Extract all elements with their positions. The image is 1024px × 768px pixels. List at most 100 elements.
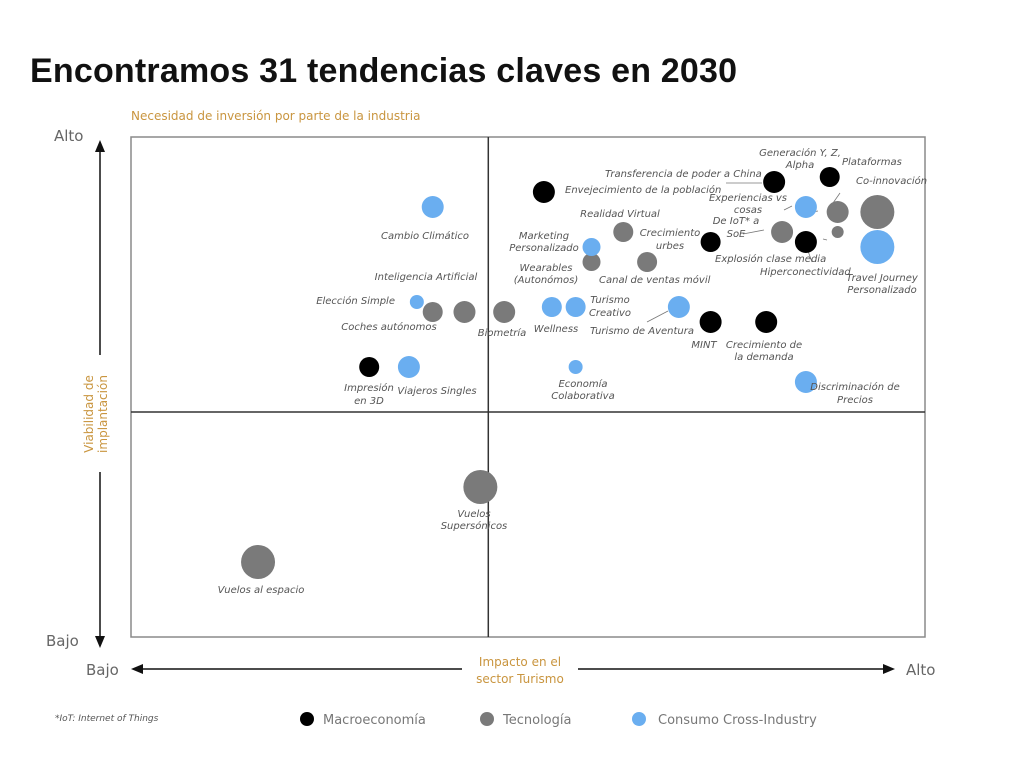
point-macroeconom-a-1 — [763, 171, 786, 193]
label-41: Vuelos — [457, 509, 490, 520]
label-0: Envejecimiento de la población — [565, 184, 721, 196]
point-tecnolog-a-3 — [831, 226, 844, 238]
point-tecnolog-a-5 — [582, 253, 601, 271]
label-30: Turismo de Aventura — [590, 326, 694, 337]
label-24: Elección Simple — [316, 295, 395, 307]
legend: Macroeconomía Tecnología Consumo Cross-Ind… — [55, 712, 817, 728]
label-7: cosas — [734, 205, 762, 216]
label-19: Wearables — [520, 263, 573, 274]
label-40: Precios — [837, 395, 873, 406]
point-consumo-cross-industry-3 — [582, 238, 601, 256]
label-31: MINT — [691, 340, 717, 351]
label-6: Experiencias vs — [709, 193, 787, 204]
plot-border — [130, 136, 926, 638]
y-axis-low-label: Bajo — [46, 632, 79, 650]
leader-line-2 — [742, 229, 765, 235]
point-tecnolog-a-1 — [826, 201, 849, 223]
point-macroeconom-a-3 — [700, 232, 721, 252]
point-tecnolog-a-4 — [613, 222, 634, 242]
label-43: Vuelos al espacio — [218, 585, 305, 596]
label-33: la demanda — [734, 352, 793, 363]
label-15: Crecimiento — [640, 228, 701, 239]
label-5: Co-innovación — [856, 175, 927, 187]
legend-swatch-1 — [480, 712, 494, 726]
label-23: Inteligencia Artificial — [375, 272, 478, 283]
x-axis-arrowhead-left — [131, 664, 143, 674]
point-macroeconom-a-5 — [699, 311, 722, 333]
label-36: Viajeros Singles — [397, 386, 476, 397]
label-2: Generación Y, Z, — [759, 147, 841, 159]
label-29: Creativo — [589, 308, 631, 319]
x-axis-title-line1: Impacto en el — [479, 655, 561, 669]
label-4: Plataformas — [842, 157, 902, 168]
point-macroeconom-a-4 — [794, 231, 817, 253]
label-21: Canal de ventas móvil — [599, 274, 711, 286]
point-tecnolog-a-7 — [422, 302, 443, 322]
point-consumo-cross-industry-1 — [860, 230, 895, 264]
point-macroeconom-a-7 — [359, 357, 380, 377]
slide-title: Encontramos 31 tendencias claves en 2030 — [30, 52, 738, 90]
point-tecnolog-a-6 — [637, 252, 658, 272]
label-27: Wellness — [534, 324, 579, 335]
label-12: Travel Journey — [846, 273, 919, 284]
point-consumo-cross-industry-10 — [794, 371, 817, 393]
point-tecnolog-a-8 — [453, 301, 476, 323]
label-3: Alpha — [785, 160, 814, 171]
footnote: *IoT: Internet of Things — [55, 714, 159, 724]
label-39: Discriminación de — [810, 381, 899, 393]
label-11: Hiperconectividad — [760, 267, 851, 278]
x-axis-low-label: Bajo — [86, 661, 119, 679]
label-38: Colaborativa — [551, 391, 614, 402]
leader-line-4 — [832, 192, 841, 204]
label-20: (Autonómos) — [514, 274, 579, 286]
y-axis-side-title-line1: Viabilidad de — [82, 375, 96, 453]
y-axis-side-title-line2: implantación — [96, 375, 110, 453]
leader-line-7 — [646, 310, 669, 323]
label-10: Explosión clase media — [715, 253, 826, 265]
label-42: Supersónicos — [441, 520, 508, 532]
point-labels: Envejecimiento de la población Transferen… — [218, 147, 927, 596]
point-consumo-cross-industry-7 — [667, 296, 690, 318]
point-macroeconom-a-6 — [755, 311, 778, 333]
y-axis-side-title: Viabilidad de implantación — [82, 375, 110, 453]
point-consumo-cross-industry-2 — [421, 196, 444, 218]
label-18: Personalizado — [509, 243, 579, 254]
point-tecnolog-a-0 — [860, 195, 895, 229]
point-consumo-cross-industry-8 — [397, 356, 420, 378]
point-macroeconom-a-2 — [819, 167, 840, 187]
label-16: urbes — [656, 241, 684, 252]
point-tecnolog-a-11 — [241, 545, 276, 579]
x-axis-title-line2: sector Turismo — [476, 672, 564, 686]
point-macroeconom-a-0 — [532, 181, 555, 203]
label-34: Impresión — [344, 382, 394, 394]
label-9: SoE — [727, 229, 746, 240]
label-32: Crecimiento de — [726, 340, 802, 351]
legend-swatch-2 — [632, 712, 646, 726]
label-28: Turismo — [590, 295, 629, 306]
y-axis-arrowhead-down — [95, 636, 105, 648]
label-35: en 3D — [354, 396, 384, 407]
leader-line-1 — [783, 205, 793, 211]
point-consumo-cross-industry-9 — [568, 360, 583, 374]
point-tecnolog-a-2 — [771, 221, 794, 243]
label-1: Transferencia de poder a China — [605, 169, 762, 180]
point-tecnolog-a-10 — [463, 470, 498, 504]
axes: Alto Bajo Bajo Alto Necesidad de inversión p… — [46, 109, 936, 686]
y-axis-high-label: Alto — [54, 127, 84, 145]
x-axis-arrowhead-right — [883, 664, 895, 674]
label-17: Marketing — [519, 231, 569, 242]
data-points — [241, 167, 895, 579]
point-consumo-cross-industry-4 — [409, 295, 424, 309]
label-14: Realidad Virtual — [580, 209, 660, 220]
legend-label-1: Tecnología — [502, 713, 571, 728]
point-tecnolog-a-9 — [493, 301, 516, 323]
label-13: Personalizado — [847, 285, 917, 296]
chart-frame — [130, 136, 926, 638]
x-axis-high-label: Alto — [906, 661, 936, 679]
label-8: De IoT* a — [713, 216, 760, 227]
legend-label-0: Macroeconomía — [323, 713, 426, 728]
label-22: Cambio Climático — [381, 230, 469, 242]
legend-swatch-0 — [300, 712, 314, 726]
leader-line-6 — [822, 238, 828, 241]
